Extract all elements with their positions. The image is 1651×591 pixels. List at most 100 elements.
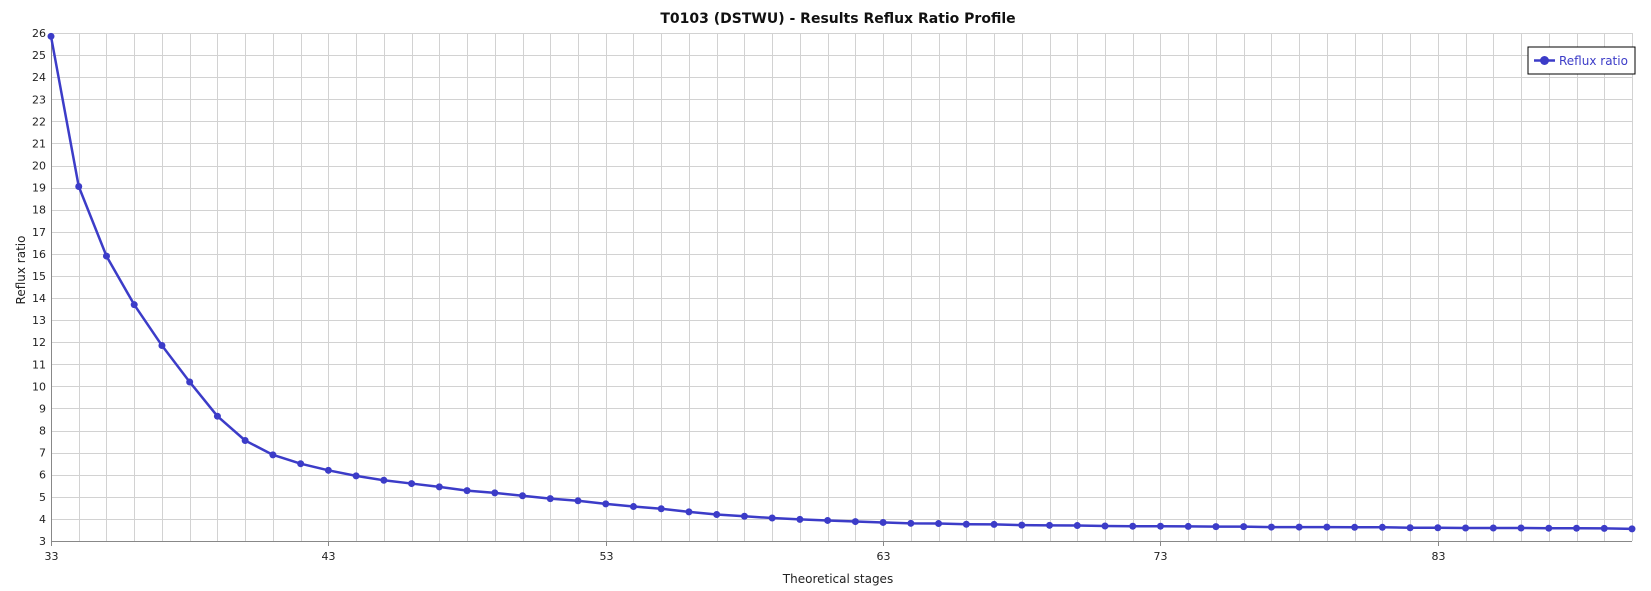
data-point (213, 412, 221, 420)
data-point (380, 476, 388, 484)
data-point (47, 32, 55, 40)
data-point (297, 460, 305, 468)
data-point (1462, 524, 1470, 532)
data-point (879, 518, 887, 526)
y-tick-label: 24 (32, 71, 46, 84)
data-point (1517, 524, 1525, 532)
data-point (269, 451, 277, 459)
data-point (574, 497, 582, 505)
y-tick-label: 4 (39, 513, 46, 526)
data-point (657, 505, 665, 513)
legend-point-marker (1540, 56, 1549, 65)
data-point (796, 515, 804, 523)
axes: 3 4 5 6 7 8 9 10 11 12 13 14 15 16 17 18 19 20 21 22 23 24 25 2… (32, 27, 1632, 563)
y-tick-label: 10 (32, 380, 46, 393)
y-tick-label: 16 (32, 248, 46, 261)
x-tick-label: 63 (877, 550, 891, 563)
data-point (1406, 524, 1414, 532)
data-point (435, 483, 443, 491)
data-point (1073, 522, 1081, 530)
y-tick-label: 15 (32, 270, 46, 283)
y-tick-label: 19 (32, 182, 46, 195)
data-point (629, 503, 637, 511)
data-point (935, 520, 943, 528)
data-point (1212, 523, 1220, 531)
data-point (990, 520, 998, 528)
data-point (824, 516, 832, 524)
data-point (158, 342, 166, 350)
y-tick-label: 22 (32, 115, 46, 128)
data-point (685, 508, 693, 516)
y-tick-label: 25 (32, 49, 46, 62)
data-point (519, 492, 527, 500)
y-tick-label: 11 (32, 358, 46, 371)
data-point (1600, 524, 1608, 532)
y-tick-label: 20 (32, 160, 46, 173)
y-axis-label: Reflux ratio (14, 236, 28, 305)
data-point (1351, 523, 1359, 531)
y-tick-label: 3 (39, 535, 46, 548)
data-point (1156, 522, 1164, 530)
y-tick-label: 13 (32, 314, 46, 327)
x-tick-label: 53 (600, 550, 614, 563)
y-tick-label: 9 (39, 402, 46, 415)
data-point (1240, 523, 1248, 531)
data-point (1573, 524, 1581, 532)
chart-title: T0103 (DSTWU) - Results Reflux Ratio Pro… (660, 11, 1015, 27)
y-tick-label: 17 (32, 226, 46, 239)
y-tick-label: 5 (39, 491, 46, 504)
x-axis-label: Theoretical stages (782, 572, 893, 586)
data-point (1323, 523, 1331, 531)
data-point (1101, 522, 1109, 530)
series-line-reflux-ratio (49, 36, 1633, 531)
data-point (962, 520, 970, 528)
y-tick-label: 18 (32, 204, 46, 217)
y-tick-label: 26 (32, 27, 46, 40)
data-point (602, 500, 610, 508)
plot-area (51, 33, 1632, 541)
data-point (324, 466, 332, 474)
data-point (1628, 525, 1636, 533)
y-tick-label: 6 (39, 469, 46, 482)
data-point (408, 480, 416, 488)
data-point (768, 514, 776, 522)
x-tick-label: 33 (45, 550, 59, 563)
data-point (1378, 523, 1386, 531)
data-point (463, 487, 471, 495)
data-point (907, 519, 915, 527)
series-layer (47, 32, 1636, 533)
data-point (1267, 523, 1275, 531)
data-point (1434, 524, 1442, 532)
data-point (130, 301, 138, 309)
y-tick-label: 21 (32, 137, 46, 150)
data-point (102, 252, 110, 260)
y-tick-label: 14 (32, 292, 46, 305)
data-point (75, 183, 83, 191)
data-point (1489, 524, 1497, 532)
x-tick-label: 43 (322, 550, 336, 563)
data-point (1046, 521, 1054, 529)
data-point (1184, 522, 1192, 530)
data-point (1545, 524, 1553, 532)
data-point (241, 437, 249, 445)
x-tick-label: 73 (1154, 550, 1168, 563)
data-point (740, 512, 748, 520)
data-point (1295, 523, 1303, 531)
data-point (1129, 522, 1137, 530)
x-tick-label: 83 (1432, 550, 1446, 563)
y-tick-label: 8 (39, 425, 46, 438)
data-point (546, 495, 554, 503)
y-tick-label: 7 (39, 447, 46, 460)
data-point (1018, 521, 1026, 529)
legend: Reflux ratio (1527, 46, 1636, 75)
data-point (713, 510, 721, 518)
data-point (851, 518, 859, 526)
data-point (352, 472, 360, 480)
y-tick-label: 23 (32, 93, 46, 106)
legend-entry-reflux-ratio: Reflux ratio (1559, 54, 1628, 68)
y-tick-label: 12 (32, 336, 46, 349)
grid (51, 33, 1633, 542)
data-point (491, 489, 499, 497)
